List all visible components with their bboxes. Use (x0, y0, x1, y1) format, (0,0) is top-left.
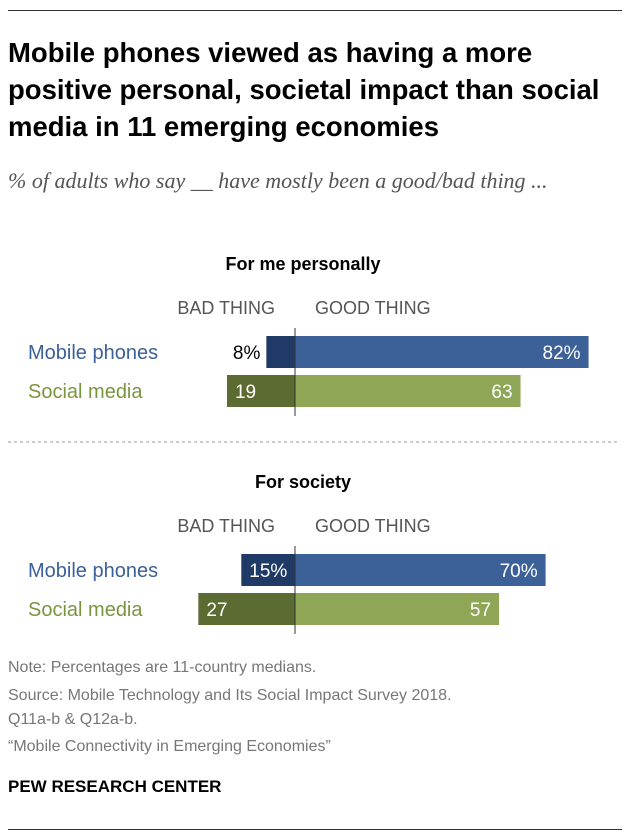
bad-thing-header-society: BAD THING (177, 516, 275, 536)
good-bar-mobile-phones-personal (295, 336, 589, 368)
bad-bar-mobile-phones-society (241, 554, 295, 586)
bad-value-label-mobile-phones-society: 15% (249, 561, 287, 582)
bad-thing-header-personal: BAD THING (177, 298, 275, 318)
bad-value-label-mobile-phones-personal: 8% (233, 343, 261, 364)
pew-credit: PEW RESEARCH CENTER (8, 777, 222, 796)
questions-text: Q11a-b & Q12a-b. (8, 711, 138, 728)
good-thing-header-personal: GOOD THING (315, 298, 431, 318)
category-label-social-media-personal: Social media (28, 381, 143, 403)
good-bar-social-media-personal (295, 375, 521, 407)
good-value-label-social-media-society: 57 (470, 600, 491, 621)
good-bar-mobile-phones-society (295, 554, 546, 586)
bad-bar-social-media-personal (226, 375, 295, 407)
good-thing-header-society: GOOD THING (315, 516, 431, 536)
top-rule (8, 10, 622, 11)
good-value-label-mobile-phones-personal: 82% (543, 343, 581, 364)
category-label-mobile-phones-personal: Mobile phones (28, 342, 158, 364)
bad-value-label-social-media-society: 27 (206, 600, 227, 621)
bad-value-label-social-media-personal: 19 (235, 382, 256, 403)
diverging-bar-chart: For me personally BAD THING GOOD THING Mobi… (8, 254, 620, 634)
note-text: Note: Percentages are 11-country medians… (8, 659, 317, 676)
category-label-social-media-society: Social media (28, 599, 143, 621)
source-text: Source: Mobile Technology and Its Social… (8, 687, 452, 704)
good-value-label-mobile-phones-society: 70% (500, 561, 538, 582)
report-text: “Mobile Connectivity in Emerging Economi… (8, 738, 331, 755)
bad-bar-social-media-society (198, 593, 295, 625)
panel-title-personal: For me personally (225, 254, 380, 274)
good-bar-social-media-society (295, 593, 500, 625)
chart-title: Mobile phones viewed as having a more po… (8, 37, 600, 142)
chart-subtitle: % of adults who say __ have mostly been … (8, 168, 548, 193)
panel-title-society: For society (255, 472, 351, 492)
bottom-rule (8, 829, 622, 830)
good-value-label-social-media-personal: 63 (491, 382, 512, 403)
bad-bar-mobile-phones-personal (266, 336, 295, 368)
category-label-mobile-phones-society: Mobile phones (28, 560, 158, 582)
